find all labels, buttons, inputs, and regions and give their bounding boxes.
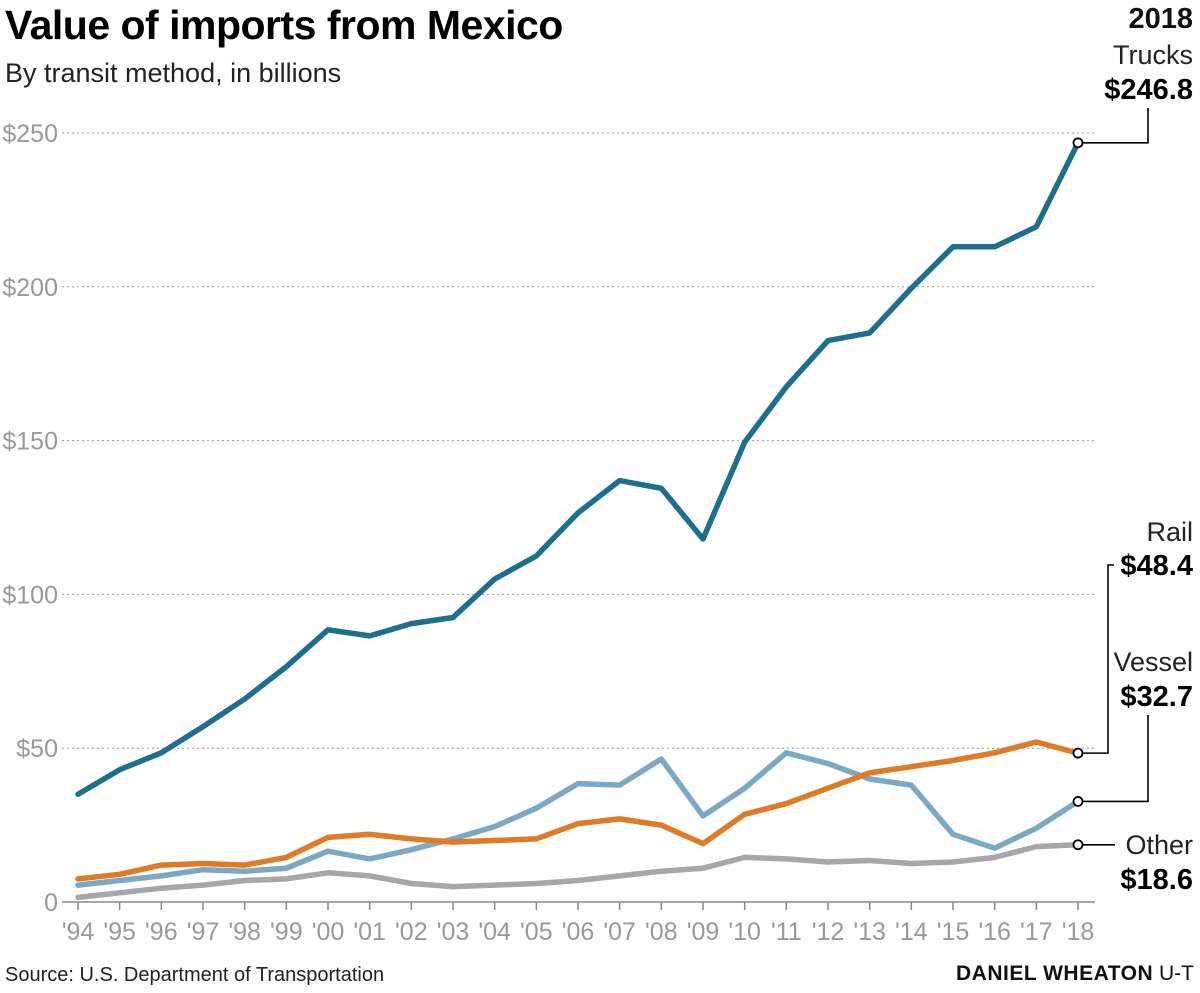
x-tick-label: '16 <box>978 918 1011 946</box>
other-label: Other <box>1125 830 1193 860</box>
y-tick-label: $100 <box>2 581 58 609</box>
rail-value-label: $48.4 <box>1120 550 1193 582</box>
vessel-label: Vessel <box>1113 647 1193 677</box>
vessel-leader-line <box>1083 715 1149 803</box>
y-tick-label: $250 <box>2 120 58 148</box>
endpoint-marker-vessel <box>1072 796 1084 807</box>
vessel-value-label: $32.7 <box>1120 681 1193 713</box>
y-axis-tick-labels: 0 $50 $100 $150 $200 $250 <box>2 120 58 917</box>
x-tick-label: '04 <box>478 918 511 946</box>
trucks-label: Trucks <box>1113 40 1193 70</box>
x-tick-label: '95 <box>103 918 136 946</box>
series-line-vessel <box>75 750 1081 888</box>
series-line-other <box>75 842 1081 901</box>
x-tick-label: '09 <box>687 918 720 946</box>
rail-leader-line <box>1083 564 1114 754</box>
x-tick-label: '18 <box>1062 918 1095 946</box>
x-tick-label: '14 <box>895 918 928 946</box>
x-tick-label: '10 <box>728 918 761 946</box>
x-tick-label: '11 <box>771 918 802 946</box>
rail-label: Rail <box>1146 517 1193 547</box>
x-tick-label: '96 <box>145 918 178 946</box>
endpoint-marker-other <box>1072 839 1084 851</box>
x-tick-label: '06 <box>562 918 595 946</box>
y-tick-label: $150 <box>2 428 58 456</box>
chart-subtitle: By transit method, in billions <box>5 58 342 88</box>
x-tick-label: '17 <box>1020 918 1053 946</box>
other-value-label: $18.6 <box>1120 864 1193 896</box>
x-tick-label: '94 <box>62 918 95 946</box>
series-lines <box>75 140 1081 901</box>
x-tick-label: '15 <box>937 918 970 946</box>
x-tick-label: '01 <box>353 918 386 946</box>
x-tick-label: '97 <box>187 918 220 946</box>
series-line-rail <box>75 739 1081 882</box>
endpoint-marker-rail <box>1072 747 1084 759</box>
x-tick-label: '12 <box>812 918 845 946</box>
gridlines <box>62 132 1095 749</box>
credit-name: DANIEL WHEATON <box>955 962 1154 985</box>
x-tick-label: '08 <box>645 918 678 946</box>
credit-org: U-T <box>1159 962 1194 985</box>
x-tick-label: '98 <box>228 918 261 946</box>
y-tick-label: 0 <box>44 889 58 917</box>
y-tick-label: $200 <box>2 274 58 302</box>
x-tick-label: '05 <box>520 918 553 946</box>
x-tick-label: '13 <box>853 918 886 946</box>
trucks-value-label: $246.8 <box>1104 74 1193 106</box>
trucks-leader-line <box>1083 108 1149 144</box>
x-axis: '94 '95 '96 '97 '98 '99 '00 '01 '02 '03 '04 '05 '06 '… <box>62 901 1095 946</box>
chart-title: Value of imports from Mexico <box>5 2 563 48</box>
credit: DANIEL WHEATON U-T <box>956 962 1194 986</box>
x-tick-label: '03 <box>437 918 470 946</box>
x-tick-label: '00 <box>312 918 345 946</box>
series-line-trucks <box>75 140 1081 798</box>
y-tick-label: $50 <box>16 735 58 763</box>
endpoint-marker-trucks <box>1072 137 1084 149</box>
callout-leaders <box>1072 108 1149 851</box>
x-tick-label: '99 <box>270 918 303 946</box>
annotation-year: 2018 <box>1128 3 1193 35</box>
x-tick-label: '07 <box>603 918 636 946</box>
x-tick-label: '02 <box>395 918 428 946</box>
source-note: Source: U.S. Department of Transportatio… <box>5 964 385 986</box>
